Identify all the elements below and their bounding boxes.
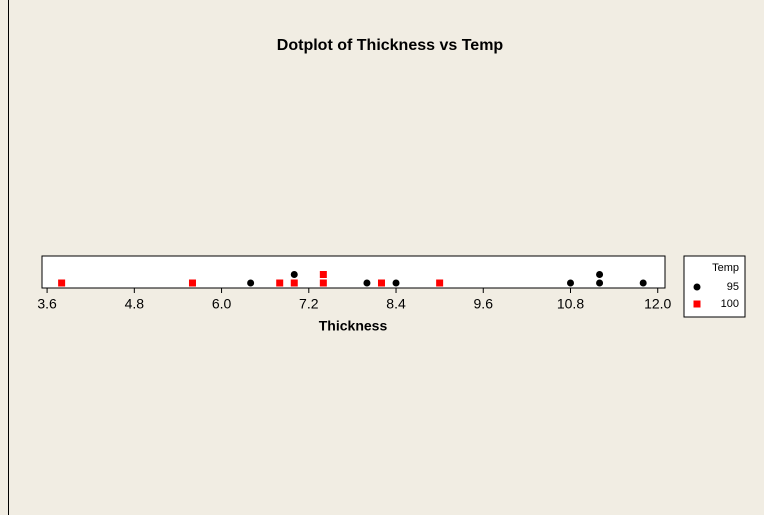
- legend-title: Temp: [712, 262, 739, 274]
- dot: [377, 279, 385, 287]
- x-tick-label: 12.0: [644, 296, 671, 312]
- dot: [319, 279, 327, 287]
- x-tick-label: 6.0: [212, 296, 232, 312]
- x-tick-label: 10.8: [557, 296, 584, 312]
- dot: [58, 279, 66, 287]
- dot: [639, 279, 647, 287]
- legend-label: 100: [721, 298, 739, 310]
- x-tick-label: 7.2: [299, 296, 319, 312]
- chart-title: Dotplot of Thickness vs Temp: [277, 37, 504, 54]
- dot: [363, 279, 371, 287]
- plot-area: [41, 255, 666, 289]
- x-tick-label: 4.8: [125, 296, 145, 312]
- dot: [566, 279, 574, 287]
- dot: [188, 279, 196, 287]
- dot: [247, 279, 255, 287]
- dot: [596, 271, 604, 278]
- dot: [319, 271, 327, 278]
- legend-label: 95: [727, 281, 739, 293]
- dot: [392, 279, 400, 287]
- legend-marker: [693, 300, 701, 308]
- dot: [596, 279, 604, 287]
- x-tick-label: 9.6: [474, 296, 494, 312]
- x-tick-label: 3.6: [37, 296, 57, 312]
- dot: [290, 279, 298, 287]
- x-tick-label: 8.4: [386, 296, 406, 312]
- dot: [436, 279, 444, 287]
- dot: [290, 271, 298, 278]
- x-axis-label: Thickness: [319, 318, 388, 334]
- dot: [276, 279, 284, 287]
- legend-marker: [693, 283, 701, 291]
